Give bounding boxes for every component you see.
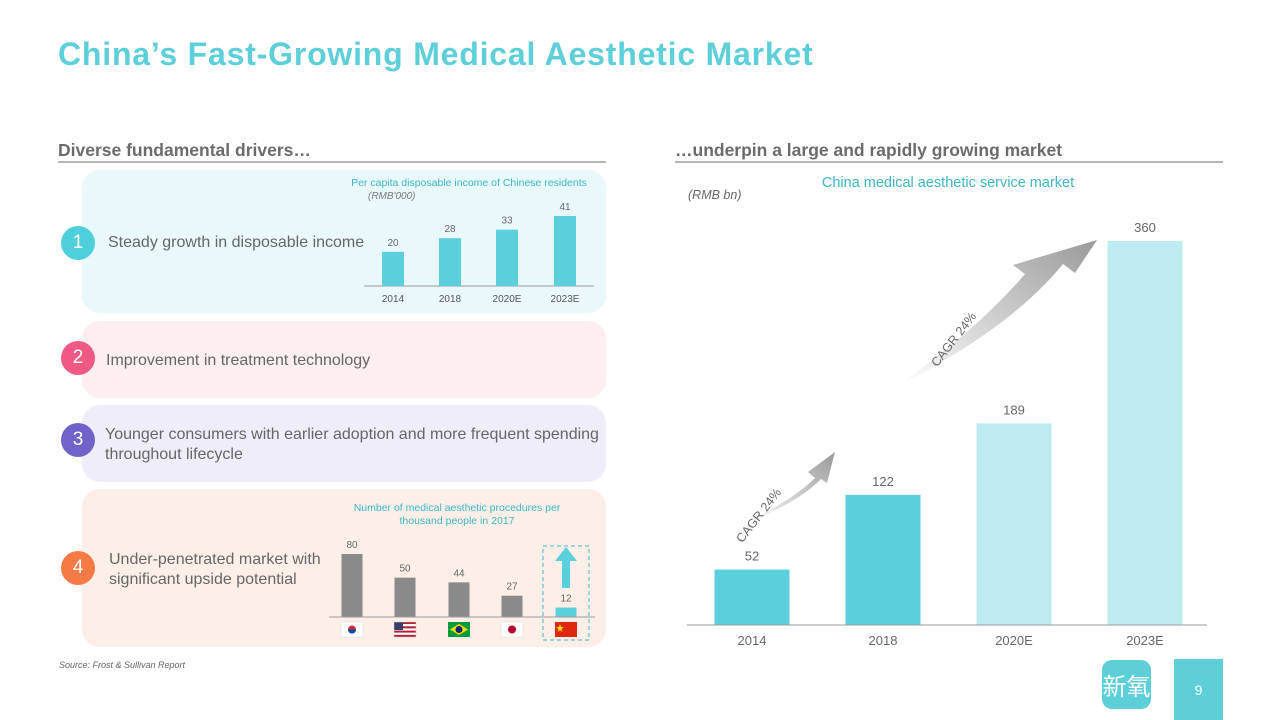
japan-flag-sun — [508, 625, 516, 634]
driver-number-3: 3 — [61, 423, 95, 457]
usa-flag-stripe — [394, 624, 416, 627]
income-category-label: 2023E — [551, 294, 580, 305]
procedures-value-label: 44 — [453, 568, 465, 579]
right-section-heading: …underpin a large and rapidly growing ma… — [675, 140, 1063, 160]
upside-arrow-icon — [555, 547, 577, 588]
procedures-value-label: 50 — [399, 564, 411, 575]
market-bar — [976, 423, 1052, 625]
china-flag-star — [556, 624, 564, 632]
korea-flag-taeguk-blue — [348, 629, 356, 634]
income-chart-title: Per capita disposable income of Chinese … — [351, 177, 587, 189]
procedures-bar — [501, 595, 523, 617]
market-chart-title: China medical aesthetic service market — [821, 175, 1075, 191]
income-value-label: 33 — [501, 216, 513, 227]
page-title: China’s Fast-Growing Medical Aesthetic M… — [58, 36, 814, 72]
income-bar — [439, 238, 461, 286]
driver-panel-2 — [82, 321, 606, 398]
driver-number-2: 2 — [61, 341, 95, 375]
usa-flag-stripe — [394, 628, 416, 631]
driver-panel-1 — [82, 170, 606, 313]
procedures-bar — [394, 577, 416, 617]
market-value-label: 52 — [745, 549, 759, 564]
income-bar — [382, 251, 404, 286]
income-category-label: 2020E — [493, 294, 522, 305]
china-flag-icon — [555, 622, 577, 637]
driver-text-3: Younger consumers with earlier adoption … — [105, 426, 599, 463]
right-heading-rule — [675, 161, 1223, 163]
procedures-bar — [341, 554, 363, 617]
source-note: Source: Frost & Sullivan Report — [59, 660, 186, 670]
driver-number-1: 1 — [61, 226, 95, 260]
market-value-label: 360 — [1134, 220, 1156, 235]
driver-number-4: 4 — [61, 551, 95, 585]
market-bar — [845, 494, 921, 625]
income-value-label: 41 — [559, 202, 571, 213]
usa-flag-stripe — [394, 630, 416, 633]
driver-text-1: Steady growth in disposable income — [108, 234, 365, 251]
cagr-label-small: CAGR 24% — [733, 486, 784, 546]
brand-logo: 新氧 — [1102, 660, 1151, 709]
procedures-bar — [555, 607, 577, 617]
market-category-label: 2014 — [738, 633, 767, 648]
market-category-label: 2020E — [995, 633, 1033, 648]
income-bar — [496, 229, 518, 286]
procedures-value-label: 80 — [346, 540, 358, 551]
income-category-label: 2014 — [382, 294, 405, 305]
market-value-label: 122 — [872, 474, 894, 489]
procedures-value-label: 27 — [506, 582, 518, 593]
income-chart-unit: (RMB'000) — [368, 191, 416, 202]
cagr-arrow-large — [897, 240, 1097, 386]
procedures-chart-title: Number of medical aesthetic procedures p… — [353, 502, 561, 527]
market-value-label: 189 — [1003, 402, 1025, 417]
china-highlight-box — [542, 545, 590, 641]
left-section-heading: Diverse fundamental drivers… — [58, 140, 311, 160]
market-bar — [714, 569, 790, 625]
income-category-label: 2018 — [439, 294, 462, 305]
usa-flag-stripe — [394, 632, 416, 635]
market-category-label: 2023E — [1126, 633, 1164, 648]
procedures-bar — [448, 582, 470, 617]
market-bar — [1107, 241, 1183, 625]
income-value-label: 20 — [387, 238, 399, 249]
income-bar — [554, 216, 576, 286]
cagr-arrow-small — [743, 452, 835, 524]
brazil-flag-globe — [455, 626, 463, 633]
driver-text-4: Under-penetrated market with significant… — [109, 551, 321, 588]
usa-flag-stripe — [394, 634, 416, 637]
left-heading-rule — [58, 161, 606, 163]
income-bar-chart: 20 2014 28 2018 33 2020E 41 2023E — [364, 202, 594, 305]
income-value-label: 28 — [444, 224, 456, 235]
usa-flag-stripe — [394, 626, 416, 629]
procedures-bar-chart: 80 50 44 27 12 — [329, 540, 595, 641]
driver-panel-3 — [82, 405, 606, 482]
usa-flag-canton — [394, 622, 403, 630]
page-number: 9 — [1174, 659, 1223, 720]
market-chart-unit: (RMB bn) — [688, 188, 742, 202]
driver-text-2: Improvement in treatment technology — [106, 352, 371, 369]
usa-flag-icon — [393, 621, 417, 638]
procedures-value-label: 12 — [560, 594, 572, 605]
usa-flag-stripe — [394, 622, 416, 625]
market-category-label: 2018 — [869, 633, 898, 648]
